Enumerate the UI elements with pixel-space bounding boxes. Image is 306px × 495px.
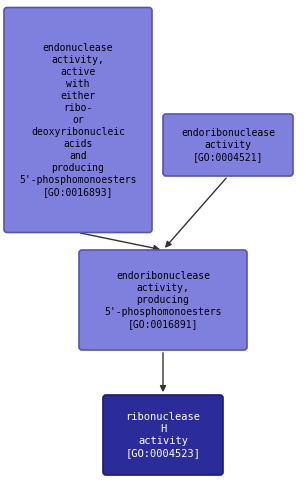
Text: endoribonuclease
activity
[GO:0004521]: endoribonuclease activity [GO:0004521] — [181, 128, 275, 162]
FancyBboxPatch shape — [163, 114, 293, 176]
Text: ribonuclease
H
activity
[GO:0004523]: ribonuclease H activity [GO:0004523] — [125, 412, 200, 458]
FancyBboxPatch shape — [79, 250, 247, 350]
Text: endoribonuclease
activity,
producing
5'-phosphomonoesters
[GO:0016891]: endoribonuclease activity, producing 5'-… — [104, 271, 222, 329]
FancyBboxPatch shape — [103, 395, 223, 475]
FancyBboxPatch shape — [4, 7, 152, 233]
Text: endonuclease
activity,
active
with
either
ribo-
or
deoxyribonucleic
acids
and
pr: endonuclease activity, active with eithe… — [19, 43, 137, 197]
